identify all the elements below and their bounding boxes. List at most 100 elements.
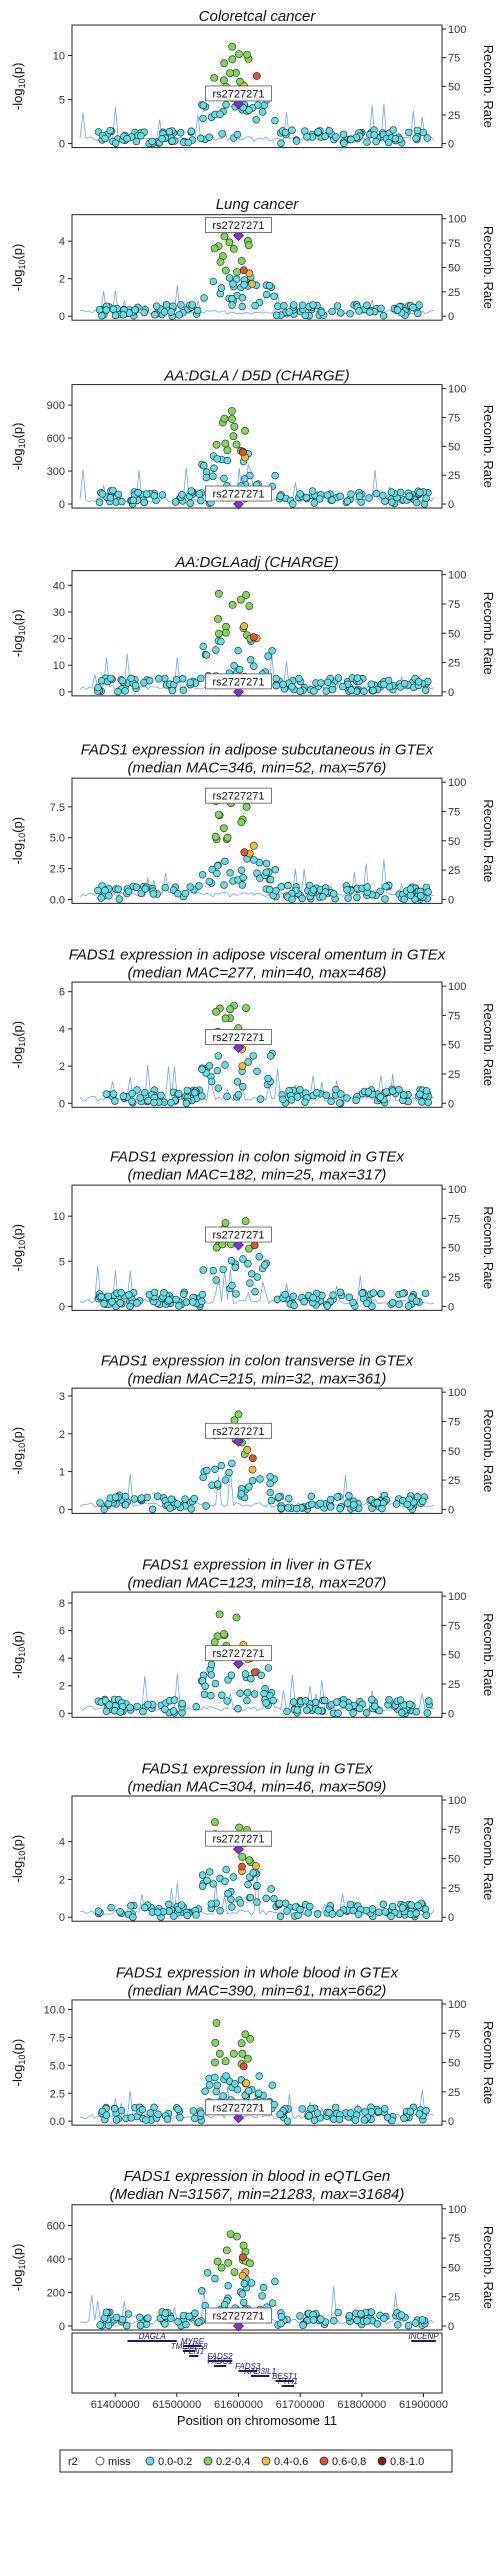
snp-point <box>246 2259 254 2268</box>
snp-point <box>418 1098 426 1106</box>
snp-point <box>378 1504 386 1513</box>
snp-point <box>123 135 131 143</box>
snp-point <box>94 1907 103 1915</box>
snp-point <box>389 126 397 134</box>
snp-point <box>339 682 347 691</box>
snp-point <box>382 882 390 891</box>
snp-point <box>233 130 242 139</box>
snp-point <box>277 1504 285 1513</box>
snp-point <box>220 474 228 483</box>
y2-tick-label: 25 <box>448 658 460 670</box>
snp-point <box>212 2019 221 2027</box>
snp-point <box>353 674 362 682</box>
snp-point <box>114 490 123 499</box>
snp-point <box>158 491 167 499</box>
snp-point <box>221 2057 230 2066</box>
snp-point <box>383 2113 392 2122</box>
lead-snp-marker <box>233 1239 244 1251</box>
lead-snp-marker <box>233 1435 244 1447</box>
y-axis-label: -log10(p) <box>10 1835 27 1883</box>
snp-point <box>296 687 304 695</box>
snp-point <box>334 674 343 682</box>
snp-point <box>381 2105 389 2113</box>
snp-point <box>230 2268 239 2276</box>
x-tick-label: 61400000 <box>91 2399 140 2411</box>
snp-point <box>125 1291 133 1299</box>
snp-point <box>382 1088 390 1096</box>
snp-point <box>180 1290 188 1299</box>
panel-7: FADS1 expression in colon sigmoid in GTE… <box>10 1149 496 1314</box>
snp-point <box>239 1082 247 1091</box>
y2-tick-label: 75 <box>448 1213 460 1225</box>
snp-point <box>246 1279 254 1287</box>
snp-point <box>264 652 272 660</box>
snp-point <box>253 1067 261 1076</box>
y-axis-label: -log10(p) <box>10 1427 27 1475</box>
y2-tick-label: 0 <box>448 2116 454 2128</box>
snp-point <box>328 1910 337 1918</box>
snp-point <box>412 1297 421 1305</box>
snp-point <box>267 1496 276 1505</box>
snp-point <box>228 42 237 51</box>
snp-point <box>136 1094 144 1102</box>
snp-point <box>419 1497 427 1506</box>
snp-point <box>131 681 140 690</box>
snp-point <box>304 1909 312 1917</box>
snp-point <box>323 1302 332 1310</box>
snp-point <box>336 1288 345 1297</box>
snp-point <box>250 856 258 864</box>
snp-point <box>217 637 225 646</box>
snp-point <box>114 687 122 696</box>
snp-point <box>129 496 138 504</box>
snp-point <box>203 2269 212 2277</box>
snp-point <box>239 2241 248 2250</box>
snp-point <box>186 499 194 507</box>
snp-point <box>400 2114 408 2123</box>
snp-point <box>253 1881 261 1890</box>
y2-tick-label: 50 <box>448 81 460 93</box>
snp-point <box>272 887 280 895</box>
snp-point <box>328 685 337 694</box>
snp-point <box>262 859 271 868</box>
y2-tick-label: 100 <box>448 24 466 36</box>
snp-point <box>95 498 104 506</box>
snp-point <box>287 1096 296 1104</box>
snp-point <box>246 1893 255 1902</box>
snp-point <box>199 1473 207 1482</box>
snp-point <box>209 277 218 286</box>
snp-point <box>335 2115 344 2124</box>
snp-point <box>240 622 248 631</box>
snp-point <box>124 887 133 895</box>
panel-title: FADS1 expression in blood in eQTLGen <box>124 2168 391 2185</box>
snp-point <box>364 1088 373 1096</box>
snp-point <box>210 74 219 82</box>
snp-point <box>253 1273 261 1281</box>
snp-point <box>202 473 211 482</box>
snp-point <box>237 1490 246 1498</box>
snp-point <box>171 498 180 506</box>
snp-point <box>114 885 123 893</box>
legend-swatch <box>145 2456 155 2466</box>
snp-point <box>425 1697 433 1705</box>
snp-point <box>219 824 228 833</box>
snp-point <box>256 1095 265 1103</box>
snp-point <box>102 306 111 314</box>
y-tick-label: 30 <box>53 607 65 619</box>
snp-point <box>414 309 422 318</box>
snp-point <box>202 1502 210 1510</box>
snp-point <box>152 302 161 310</box>
y-tick-label: 0 <box>59 687 65 699</box>
snp-point <box>209 472 217 480</box>
snp-point <box>181 889 190 898</box>
y2-tick-label: 0 <box>448 311 454 323</box>
snp-point <box>245 1483 253 1491</box>
snp-point <box>232 440 241 449</box>
lead-snp-label: rs2727271 <box>213 1032 265 1044</box>
snp-point <box>296 1905 304 1914</box>
snp-point <box>363 2317 371 2325</box>
snp-point <box>94 886 102 895</box>
y2-tick-label: 75 <box>448 806 460 818</box>
snp-point <box>133 1702 141 1711</box>
panel-subtitle: (median MAC=304, min=46, max=509) <box>128 1778 387 1795</box>
snp-point <box>190 1494 199 1503</box>
